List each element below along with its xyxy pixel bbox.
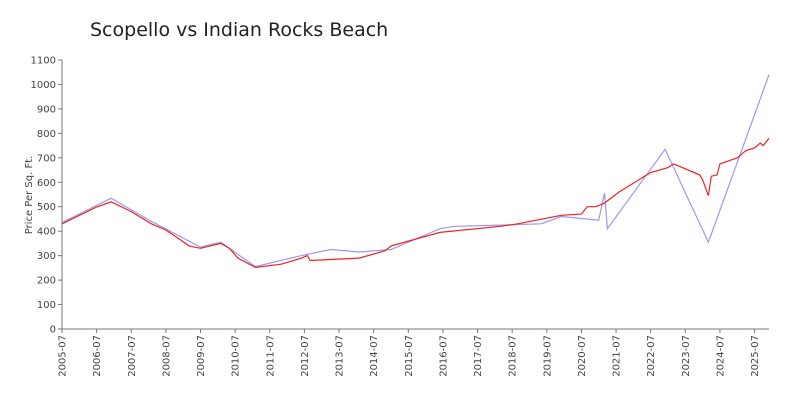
x-tick-label: 2013-07 — [335, 335, 346, 377]
x-tick-label: 2023-07 — [681, 335, 692, 377]
y-tick-label: 1000 — [31, 80, 56, 91]
x-tick-label: 2006-07 — [92, 335, 103, 377]
y-tick-label: 500 — [37, 202, 56, 213]
x-tick-label: 2020-07 — [577, 335, 588, 377]
x-tick-label: 2024-07 — [715, 335, 726, 377]
series-line — [61, 137, 770, 269]
x-tick-label: 2021-07 — [612, 335, 623, 377]
x-tick-label: 2008-07 — [161, 335, 172, 377]
y-tick-label: 0 — [50, 325, 56, 336]
x-tick-label: 2011-07 — [265, 335, 276, 377]
x-tick-label: 2009-07 — [196, 335, 207, 377]
y-tick-label: 800 — [37, 129, 56, 140]
x-tick-label: 2010-07 — [231, 335, 242, 377]
y-tick-label: 400 — [37, 227, 56, 238]
y-axis-label: Price Per Sq. Ft. — [24, 156, 35, 235]
x-tick-label: 2025-07 — [750, 335, 761, 377]
x-tick-label: 2016-07 — [438, 335, 449, 377]
series-line — [61, 74, 770, 268]
chart-title: Scopello vs Indian Rocks Beach — [90, 19, 388, 41]
y-tick-label: 300 — [37, 251, 56, 262]
x-tick-label: 2007-07 — [127, 335, 138, 377]
x-tick-label: 2017-07 — [473, 335, 484, 377]
x-tick-label: 2015-07 — [404, 335, 415, 377]
x-tick-label: 2014-07 — [369, 335, 380, 377]
x-tick-label: 2005-07 — [58, 335, 69, 377]
x-tick-label: 2019-07 — [542, 335, 553, 377]
x-tick-label: 2012-07 — [300, 335, 311, 377]
y-tick-label: 200 — [37, 276, 56, 287]
y-tick-label: 700 — [37, 153, 56, 164]
x-tick-label: 2022-07 — [646, 335, 657, 377]
y-tick-label: 600 — [37, 178, 56, 189]
y-tick-label: 100 — [37, 300, 56, 311]
x-tick-label: 2018-07 — [508, 335, 519, 377]
y-tick-label: 1100 — [31, 56, 56, 67]
y-tick-label: 900 — [37, 104, 56, 115]
